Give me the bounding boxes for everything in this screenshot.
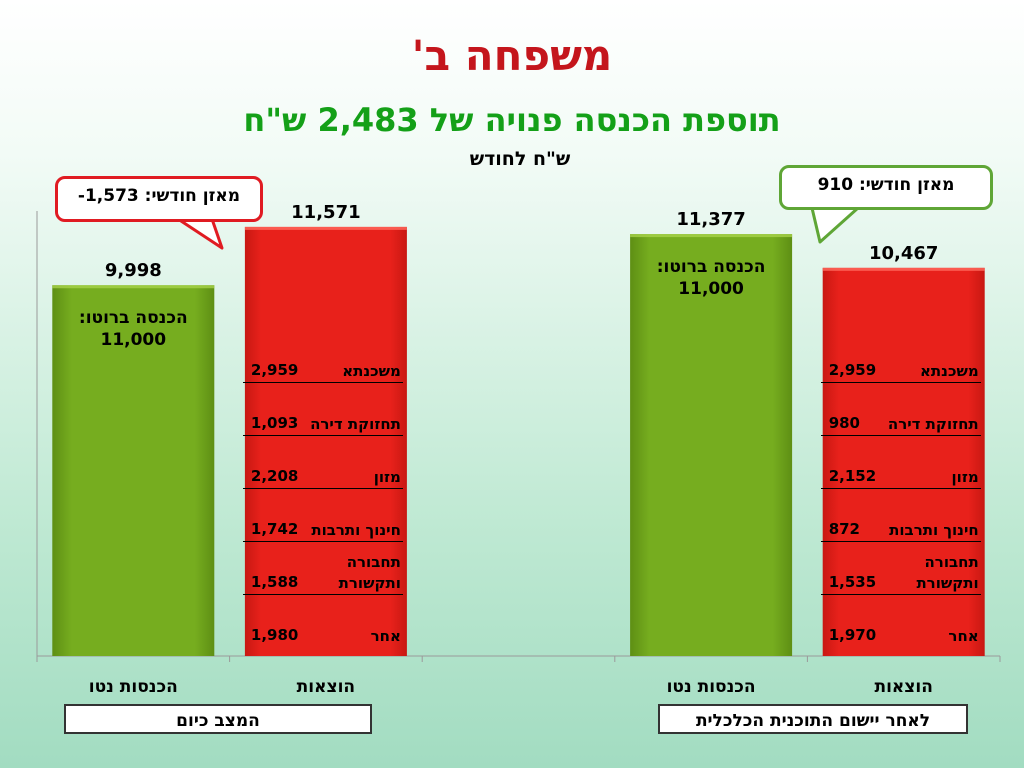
bar-highlight [822, 267, 985, 271]
segment-divider [242, 594, 403, 595]
bar-income [52, 285, 215, 656]
bar-total-label: 10,467 [868, 242, 939, 264]
callout-tail-left [176, 217, 224, 250]
bar-inner-value: 11,000 [678, 279, 744, 300]
units-label: ש"ח לחודש [469, 148, 571, 170]
segment-value-label: 1,588 [250, 573, 299, 591]
segment-value-label: 2,959 [250, 361, 299, 379]
segment-name-label: אחר [370, 627, 401, 645]
bar-total-label: 11,377 [676, 209, 746, 231]
segment-value-label: 1,535 [828, 573, 877, 591]
segment-value-label: 1,980 [250, 626, 299, 644]
segment-divider [820, 435, 981, 436]
bar-highlight [630, 234, 793, 238]
segment-divider [820, 488, 981, 489]
segment-divider [820, 541, 981, 542]
segment-name-label: חינוך ותרבות [889, 521, 979, 539]
callout-balance-after: מאזן חודשי: 910 [779, 165, 993, 210]
segment-value-label: 1,093 [250, 414, 299, 432]
x-category-label: הכנסות נטו [666, 677, 756, 697]
segment-name-label: משכנתא [919, 362, 979, 380]
bar-inner-label: הכנסה ברוטו: [656, 257, 766, 278]
segment-divider [242, 541, 403, 542]
page-title: משפחה ב' [411, 31, 613, 80]
x-category-label: הוצאות [874, 677, 933, 697]
segment-name-label: תחזוקת דירה [887, 415, 979, 433]
callout-balance-current: מאזן חודשי: 1,573- [55, 176, 263, 222]
segment-name-label: חינוך ותרבות [311, 521, 401, 539]
segment-value-label: 1,970 [828, 626, 877, 644]
group-current: המצב כיום [64, 704, 372, 734]
callout-tail-right [810, 206, 860, 244]
segment-divider [242, 435, 403, 436]
segment-name-label: משכנתא [342, 362, 401, 380]
x-category-label: הכנסות נטו [88, 677, 178, 697]
bar-inner-label: הכנסה ברוטו: [78, 308, 188, 329]
segment-name-label: אחר [948, 627, 979, 645]
segment-value-label: 872 [828, 520, 860, 538]
page-subtitle: תוספת הכנסה פנויה של 2,483 ש"ח [243, 101, 781, 139]
segment-name-label: מזון [373, 468, 401, 486]
segment-name-label: תחבורה ותקשורת [916, 553, 979, 592]
x-category-label: הוצאות [296, 677, 356, 697]
bar-income [630, 234, 793, 657]
bar-total-label: 9,998 [104, 260, 162, 282]
bar-inner-value: 11,000 [100, 330, 167, 351]
segment-value-label: 2,959 [828, 361, 877, 379]
segment-value-label: 1,742 [250, 520, 299, 538]
group-after-plan: לאחר יישום התוכנית הכלכלית [658, 704, 968, 734]
segment-value-label: 2,152 [828, 467, 877, 485]
bar-expense [822, 267, 985, 656]
segment-divider [242, 382, 403, 383]
segment-value-label: 980 [828, 414, 860, 432]
segment-name-label: תחזוקת דירה [310, 415, 401, 433]
segment-value-label: 2,208 [250, 467, 299, 485]
segment-divider [820, 594, 981, 595]
bar-total-label: 11,571 [291, 201, 361, 223]
bar-highlight [244, 226, 407, 230]
segment-name-label: תחבורה ותקשורת [338, 553, 401, 592]
segment-divider [242, 488, 403, 489]
bar-highlight [52, 285, 215, 289]
segment-name-label: מזון [951, 468, 979, 486]
segment-divider [820, 382, 981, 383]
bar-expense [244, 226, 407, 656]
